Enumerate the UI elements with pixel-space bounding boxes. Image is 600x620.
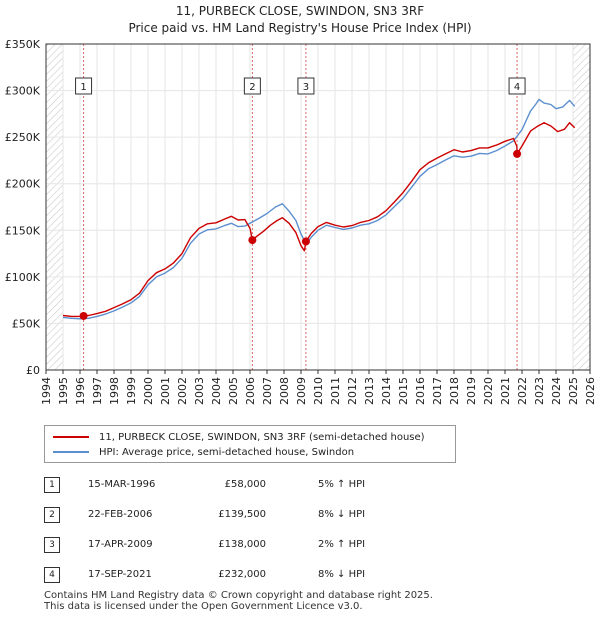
- sale-label-box: [508, 77, 526, 95]
- sale-label: 1: [80, 82, 86, 93]
- legend-swatch-property: [53, 436, 89, 438]
- x-tick-label: 2008: [278, 377, 291, 405]
- x-tick-label: 1997: [91, 377, 104, 405]
- x-tick-label: 2023: [533, 377, 546, 405]
- x-tick-label: 2004: [210, 377, 223, 405]
- y-tick-label: £100K: [5, 271, 41, 284]
- sale-label-box: [243, 77, 261, 95]
- y-tick-label: £0: [26, 364, 40, 377]
- transaction-badge: 1: [44, 477, 60, 493]
- x-tick-label: 2026: [584, 377, 597, 405]
- x-tick-label: 2006: [244, 377, 257, 405]
- x-tick-label: 2018: [448, 377, 461, 405]
- sale-marker: [79, 311, 88, 320]
- sale-label: 4: [514, 82, 520, 93]
- x-tick-label: 2017: [431, 377, 444, 405]
- transaction-price: £138,000: [218, 539, 266, 550]
- transaction-row-3: 3 17-APR-2009 £138,000 2% ↑ HPI: [44, 535, 564, 555]
- transaction-date: 22-FEB-2006: [88, 509, 153, 520]
- sale-marker: [301, 237, 310, 246]
- y-tick-label: £250K: [5, 131, 41, 144]
- transaction-date: 17-APR-2009: [88, 539, 153, 550]
- x-tick-label: 1994: [40, 377, 53, 405]
- chart-legend: 11, PURBECK CLOSE, SWINDON, SN3 3RF (sem…: [44, 425, 456, 463]
- x-tick-label: 2014: [380, 377, 393, 405]
- x-tick-label: 2013: [363, 377, 376, 405]
- legend-label-property: 11, PURBECK CLOSE, SWINDON, SN3 3RF (sem…: [99, 431, 425, 443]
- property-price-line: [62, 122, 576, 318]
- transaction-hpi-diff: 5% ↑ HPI: [318, 479, 366, 490]
- x-tick-label: 1998: [108, 377, 121, 405]
- x-tick-label: 2007: [261, 377, 274, 405]
- y-tick-label: £50K: [12, 317, 41, 330]
- y-tick-label: £350K: [5, 38, 41, 51]
- x-tick-label: 2019: [465, 377, 478, 405]
- footer-copyright: Contains HM Land Registry data © Crown c…: [44, 590, 433, 601]
- legend-item-property: 11, PURBECK CLOSE, SWINDON, SN3 3RF (sem…: [53, 430, 425, 444]
- transaction-price: £139,500: [218, 509, 266, 520]
- plot-frame: [45, 43, 591, 371]
- x-tick-label: 1995: [57, 377, 70, 405]
- sale-label-box: [297, 77, 315, 95]
- chart-subtitle: Price paid vs. HM Land Registry's House …: [128, 21, 472, 35]
- y-tick-label: £200K: [5, 178, 41, 191]
- sale-label-box: [75, 77, 93, 95]
- x-tick-label: 2002: [176, 377, 189, 405]
- x-tick-label: 2012: [346, 377, 359, 405]
- hatched-region: [573, 44, 590, 370]
- transaction-hpi-diff: 8% ↓ HPI: [318, 569, 366, 580]
- x-tick-label: 2024: [550, 377, 563, 405]
- y-tick-label: £150K: [5, 224, 41, 237]
- transaction-price: £232,000: [218, 569, 266, 580]
- transaction-row-1: 1 15-MAR-1996 £58,000 5% ↑ HPI: [44, 475, 564, 495]
- sale-label: 3: [303, 82, 309, 93]
- x-tick-label: 2022: [516, 377, 529, 405]
- x-tick-label: 2003: [193, 377, 206, 405]
- sale-label: 2: [249, 82, 255, 93]
- hatched-region: [46, 44, 63, 370]
- transaction-badge: 4: [44, 567, 60, 583]
- transaction-date: 17-SEP-2021: [88, 569, 152, 580]
- price-chart: 1 2 3 4 £0 £50K £100K £150K £200K £250K £300K £350…: [5, 38, 597, 405]
- x-tick-label: 2005: [227, 377, 240, 405]
- transaction-row-2: 2 22-FEB-2006 £139,500 8% ↓ HPI: [44, 505, 564, 525]
- x-tick-label: 1996: [74, 377, 87, 405]
- x-tick-label: 2001: [159, 377, 172, 405]
- legend-label-hpi: HPI: Average price, semi-detached house,…: [99, 446, 355, 458]
- x-tick-label: 2025: [567, 377, 580, 405]
- transaction-badge: 3: [44, 537, 60, 553]
- x-tick-label: 2010: [312, 377, 325, 405]
- legend-item-hpi: HPI: Average price, semi-detached house,…: [53, 445, 354, 459]
- transaction-badge: 2: [44, 507, 60, 523]
- chart-title: 11, PURBECK CLOSE, SWINDON, SN3 3RF: [175, 4, 425, 18]
- hpi-line: [62, 98, 576, 320]
- transaction-date: 15-MAR-1996: [88, 479, 156, 490]
- x-tick-label: 1999: [125, 377, 138, 405]
- x-tick-label: 2011: [329, 377, 342, 405]
- transaction-row-4: 4 17-SEP-2021 £232,000 8% ↓ HPI: [44, 565, 564, 585]
- x-tick-label: 2000: [142, 377, 155, 405]
- transaction-hpi-diff: 8% ↓ HPI: [318, 509, 366, 520]
- x-tick-label: 2015: [397, 377, 410, 405]
- sale-marker: [248, 236, 257, 245]
- x-tick-label: 2020: [482, 377, 495, 405]
- y-tick-label: £300K: [5, 85, 41, 98]
- x-tick-label: 2009: [295, 377, 308, 405]
- transaction-hpi-diff: 2% ↑ HPI: [318, 539, 366, 550]
- sale-marker: [513, 149, 522, 158]
- footer-licence: This data is licensed under the Open Gov…: [44, 601, 363, 612]
- x-tick-label: 2021: [499, 377, 512, 405]
- x-tick-label: 2016: [414, 377, 427, 405]
- transaction-price: £58,000: [224, 479, 266, 490]
- legend-swatch-hpi: [53, 451, 89, 453]
